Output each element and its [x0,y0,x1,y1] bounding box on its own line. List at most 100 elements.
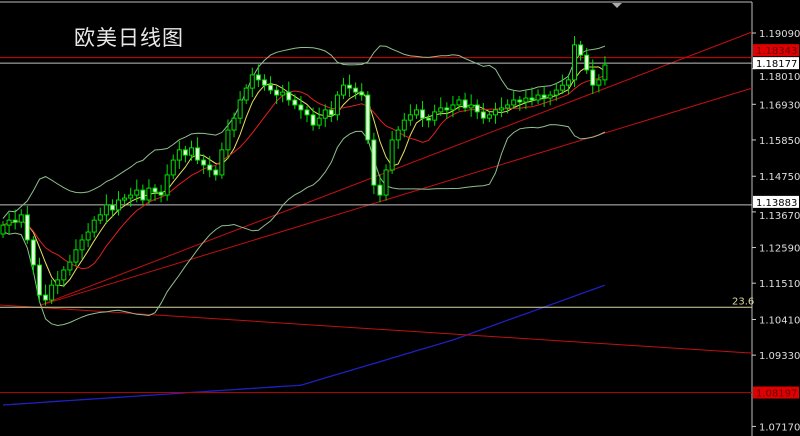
candle-body [456,99,462,106]
candle [164,164,170,201]
moving-average-slow [2,74,606,270]
candle-body [231,117,237,131]
candle-body [602,64,608,81]
chart-shift-marker-icon [612,3,622,8]
candle-body [261,79,267,86]
candle [255,64,261,88]
candle [310,107,316,131]
candle-body [109,204,115,211]
candle [12,209,18,230]
y-tick-label: 1.10410 [759,315,800,326]
candle-body [134,189,140,196]
candle [462,92,468,112]
candle-body [24,214,30,241]
candle [401,112,407,138]
candle-body [413,109,419,116]
candle-body [407,114,413,121]
candle-body [565,79,571,86]
level-price-label-bg [753,44,799,57]
candle-body [377,184,383,196]
candle-body [6,219,12,226]
candle [249,67,255,98]
candle [565,74,571,95]
candle-body [176,149,182,161]
candle [413,104,419,119]
candle [73,239,79,267]
y-tick-label: 1.18010 [759,72,800,83]
level-price-label: 1.18343 [756,46,797,57]
candle-body [255,74,261,81]
candle-body [158,191,164,196]
candle [322,104,328,128]
candle-body [36,264,42,296]
candle [559,74,565,95]
candle [365,91,371,144]
candle-body [195,147,201,161]
candle-body [292,99,298,106]
candle-body [438,107,444,113]
candle-body [340,84,346,96]
candle [377,174,383,203]
bollinger-lower-band [2,124,606,327]
candle [280,84,286,103]
candle-body [505,104,511,109]
candle [474,99,480,120]
candle-body [280,91,286,96]
fibonacci-level-label: 23.6 [732,296,754,307]
candle [43,284,49,306]
candle-body [572,44,578,81]
candle-body [67,261,73,271]
y-tick-label: 1.12590 [759,244,800,255]
candle [122,194,128,204]
candle-body [468,104,474,109]
candle [572,35,578,88]
candle-body [274,89,280,96]
candle-body [389,139,395,171]
candle-body [511,99,517,106]
candle [292,94,298,109]
candle-body [334,94,340,116]
trend-line [0,304,753,354]
candle-body [584,54,590,71]
level-price-label: 1.18177 [756,59,797,70]
candle [134,179,140,203]
bollinger-upper-band [2,45,606,219]
candle [268,76,274,95]
candle [109,199,115,218]
candle [535,89,541,104]
candle [578,40,584,61]
candle [79,234,85,259]
candle-body [128,194,134,199]
candle-body [553,89,559,96]
candle [152,184,158,202]
candle [85,223,91,248]
candle-body [517,99,523,103]
candle-body [383,169,389,196]
candle-body [353,87,359,93]
candle-body [116,199,122,211]
candle [237,91,243,124]
candle-body [188,147,194,156]
candle [389,131,395,174]
candle [61,266,67,288]
candle [298,96,304,119]
candle [225,119,231,159]
candle [182,145,188,163]
candle-body [310,114,316,126]
candle-body [420,109,426,119]
candle [407,104,413,126]
trend-line [39,87,753,306]
candle [261,74,267,91]
candle [505,99,511,114]
candle-body [49,284,55,301]
candle-body [474,104,480,113]
level-price-label: 1.08197 [756,389,797,400]
candle-body [286,91,292,101]
candle [353,82,359,100]
candle [128,187,134,207]
candle-body [304,109,310,116]
candle [49,279,55,304]
candle [140,184,146,206]
y-tick-label: 1.16930 [759,100,800,111]
